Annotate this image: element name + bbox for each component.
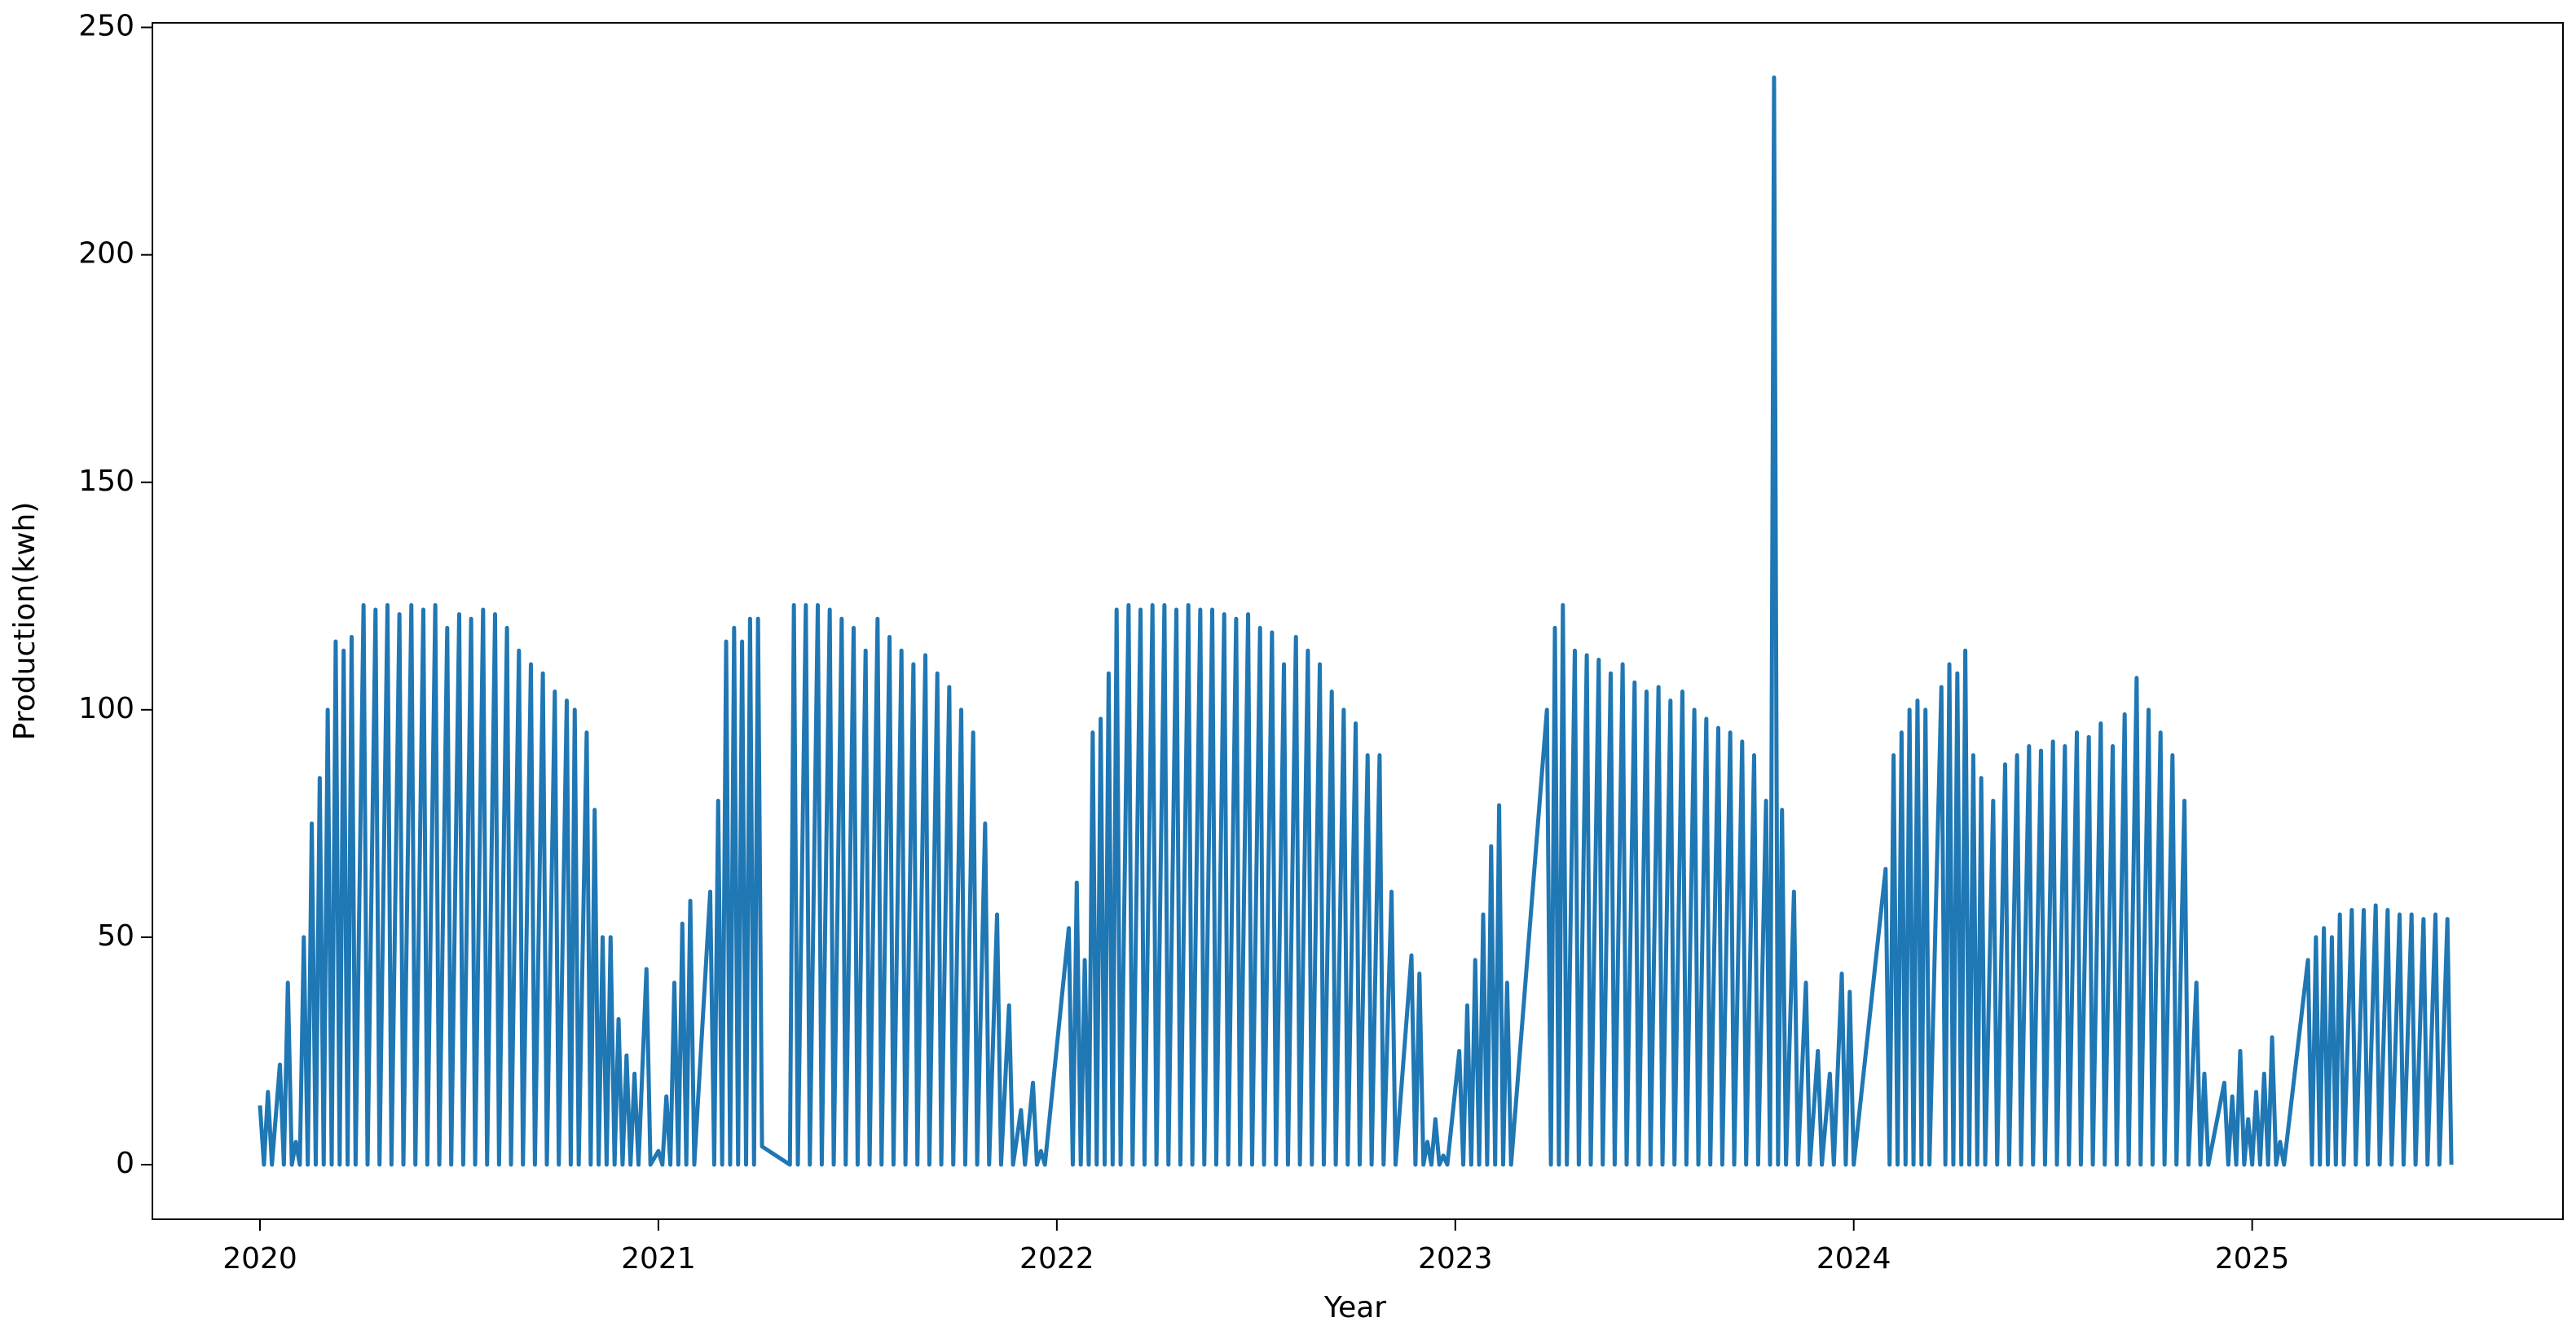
y-tick-label: 100 (78, 692, 134, 725)
x-tick-label: 2022 (1019, 1242, 1094, 1276)
x-tick-label: 2023 (1418, 1242, 1493, 1276)
y-tick-label: 50 (97, 919, 134, 953)
y-tick-label: 150 (78, 465, 134, 498)
x-axis-label: Year (1323, 1291, 1386, 1324)
x-tick-label: 2020 (222, 1242, 297, 1276)
y-tick-label: 0 (116, 1147, 134, 1180)
x-tick-label: 2024 (1816, 1242, 1891, 1276)
plot-frame (152, 22, 2564, 1220)
y-tick-label: 250 (78, 10, 134, 43)
x-tick-label: 2021 (621, 1242, 696, 1276)
y-axis-label: Production(kwh) (8, 502, 42, 741)
data-line (258, 75, 2454, 1167)
x-tick-label: 2025 (2215, 1242, 2290, 1276)
y-tick-label: 200 (78, 237, 134, 271)
